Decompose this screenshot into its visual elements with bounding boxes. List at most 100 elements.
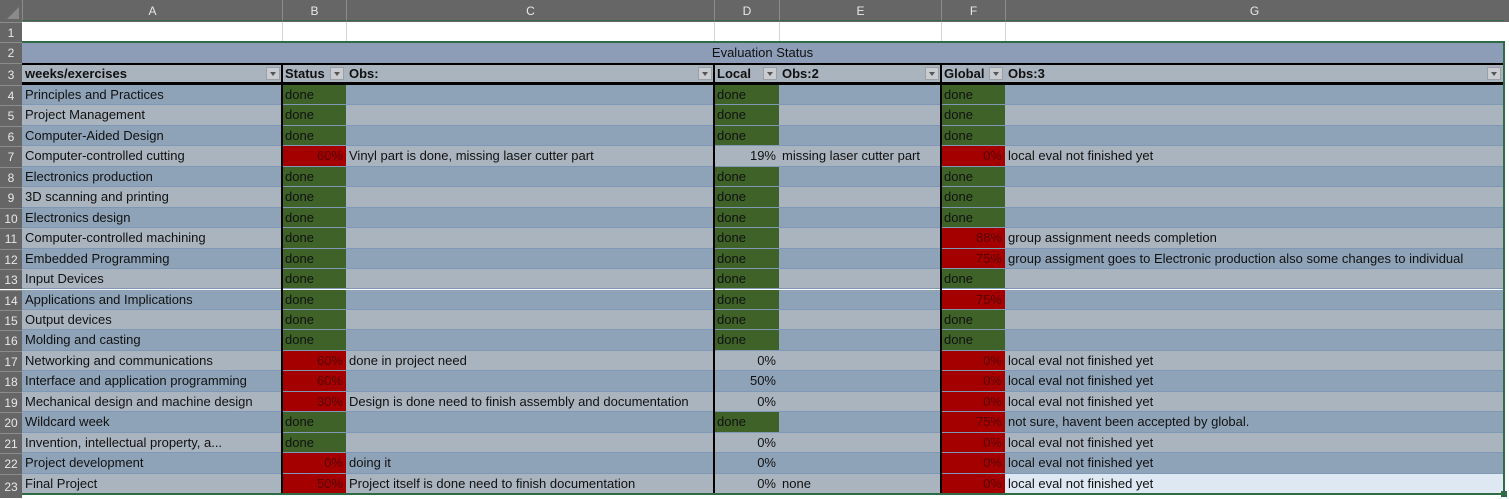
cell-local[interactable]: done (714, 248, 779, 270)
row-header[interactable]: 7 (0, 146, 22, 167)
cell-obs2[interactable] (779, 330, 941, 351)
row-header[interactable]: 20 (0, 412, 22, 433)
cell-status[interactable]: done (282, 269, 346, 290)
cell-week[interactable]: Computer-controlled cutting (22, 146, 282, 167)
row-header[interactable]: 6 (0, 125, 22, 147)
cell-global[interactable]: 0% (941, 453, 1005, 474)
cell-obs2[interactable] (779, 453, 941, 474)
cell-obs3[interactable]: group assigment goes to Electronic produ… (1005, 248, 1503, 270)
cell-obs[interactable] (346, 330, 714, 351)
cell-obs[interactable] (346, 289, 714, 310)
column-header-b[interactable]: B (282, 0, 346, 22)
cell-global[interactable]: 88% (941, 228, 1005, 249)
cell-global[interactable]: 75% (941, 412, 1005, 433)
filter-dropdown-icon[interactable] (330, 67, 344, 80)
cell-obs2[interactable] (779, 85, 941, 106)
cell-obs[interactable]: Project itself is done need to finish do… (346, 473, 714, 494)
cell-global[interactable]: done (941, 269, 1005, 290)
cell-obs3[interactable]: local eval not finished yet (1005, 453, 1503, 474)
cell-global[interactable]: 0% (941, 473, 1005, 494)
cell-obs2[interactable] (779, 166, 941, 188)
cell-obs3[interactable]: local eval not finished yet (1005, 473, 1503, 494)
cell-status[interactable]: done (282, 330, 346, 351)
cell-obs2[interactable] (779, 309, 941, 331)
cell-obs2[interactable] (779, 125, 941, 147)
cell-global[interactable]: done (941, 309, 1005, 331)
cell-local[interactable]: 0% (714, 473, 779, 494)
cell-week[interactable]: Project Management (22, 105, 282, 126)
cell-obs3[interactable] (1005, 85, 1503, 106)
row-header[interactable]: 10 (0, 207, 22, 229)
cell-obs[interactable] (346, 85, 714, 106)
cell-obs3[interactable] (1005, 125, 1503, 147)
cell-obs3[interactable] (1005, 105, 1503, 126)
cell-status[interactable]: 50% (282, 473, 346, 494)
cell-obs2[interactable] (779, 412, 941, 433)
filter-dropdown-icon[interactable] (925, 67, 939, 80)
cell-local[interactable]: 0% (714, 350, 779, 372)
cell-global[interactable]: 0% (941, 371, 1005, 392)
cell-status[interactable]: done (282, 412, 346, 433)
row-header[interactable]: 21 (0, 432, 22, 454)
cell-week[interactable]: Invention, intellectual property, a... (22, 432, 282, 454)
header-global[interactable]: Global (941, 63, 1005, 85)
cell-local[interactable]: done (714, 105, 779, 126)
header-status[interactable]: Status (282, 63, 346, 85)
cell-status[interactable]: 30% (282, 391, 346, 413)
cell-obs2[interactable] (779, 350, 941, 372)
cell-week[interactable]: Electronics design (22, 207, 282, 229)
fill-handle[interactable] (1501, 491, 1507, 497)
cell-obs2[interactable] (779, 187, 941, 208)
row-header[interactable]: 19 (0, 391, 22, 413)
cell-status[interactable]: done (282, 85, 346, 106)
cell-week[interactable]: Input Devices (22, 269, 282, 290)
cell-week[interactable]: Output devices (22, 309, 282, 331)
cell-obs[interactable] (346, 125, 714, 147)
row-header[interactable]: 23 (0, 473, 22, 498)
column-header-d[interactable]: D (714, 0, 779, 22)
cell-obs[interactable] (346, 228, 714, 249)
cell-week[interactable]: Networking and communications (22, 350, 282, 372)
cell-status[interactable]: 60% (282, 350, 346, 372)
cell-status[interactable]: done (282, 125, 346, 147)
cell-status[interactable]: done (282, 309, 346, 331)
cell-global[interactable]: done (941, 187, 1005, 208)
cell-obs3[interactable] (1005, 309, 1503, 331)
cell-obs2[interactable] (779, 289, 941, 310)
cell-local[interactable]: 19% (714, 146, 779, 167)
cell-status[interactable]: done (282, 105, 346, 126)
cell-week[interactable]: Final Project (22, 473, 282, 494)
row-header[interactable]: 12 (0, 248, 22, 270)
cell-local[interactable]: 0% (714, 432, 779, 454)
cell-obs3[interactable]: not sure, havent been accepted by global… (1005, 412, 1503, 433)
cell-obs2[interactable]: none (779, 473, 941, 494)
cell-obs2[interactable] (779, 432, 941, 454)
cell-obs3[interactable]: local eval not finished yet (1005, 350, 1503, 372)
cell-obs[interactable] (346, 412, 714, 433)
cell-obs3[interactable]: local eval not finished yet (1005, 391, 1503, 413)
cell-obs[interactable] (346, 269, 714, 290)
cell-obs[interactable] (346, 187, 714, 208)
cell-global[interactable]: 0% (941, 391, 1005, 413)
column-header-e[interactable]: E (779, 0, 941, 22)
header-obs3[interactable]: Obs:3 (1005, 63, 1503, 85)
cell-local[interactable]: done (714, 85, 779, 106)
cell-status[interactable]: done (282, 432, 346, 454)
row-header[interactable]: 22 (0, 453, 22, 474)
cell-global[interactable]: 75% (941, 289, 1005, 310)
cell-week[interactable]: Wildcard week (22, 412, 282, 433)
cell-week[interactable]: Computer-Aided Design (22, 125, 282, 147)
cell-obs2[interactable] (779, 248, 941, 270)
cell-obs3[interactable]: group assignment needs completion (1005, 228, 1503, 249)
cell-global[interactable]: 0% (941, 432, 1005, 454)
column-header-c[interactable]: C (346, 0, 714, 22)
cell-local[interactable]: 0% (714, 453, 779, 474)
cell-obs[interactable] (346, 207, 714, 229)
cell-local[interactable]: done (714, 412, 779, 433)
row-header[interactable]: 13 (0, 269, 22, 290)
cell-local[interactable]: done (714, 125, 779, 147)
cell-status[interactable]: done (282, 228, 346, 249)
row-header[interactable]: 18 (0, 371, 22, 392)
cell-local[interactable]: done (714, 228, 779, 249)
filter-dropdown-icon[interactable] (698, 67, 712, 80)
